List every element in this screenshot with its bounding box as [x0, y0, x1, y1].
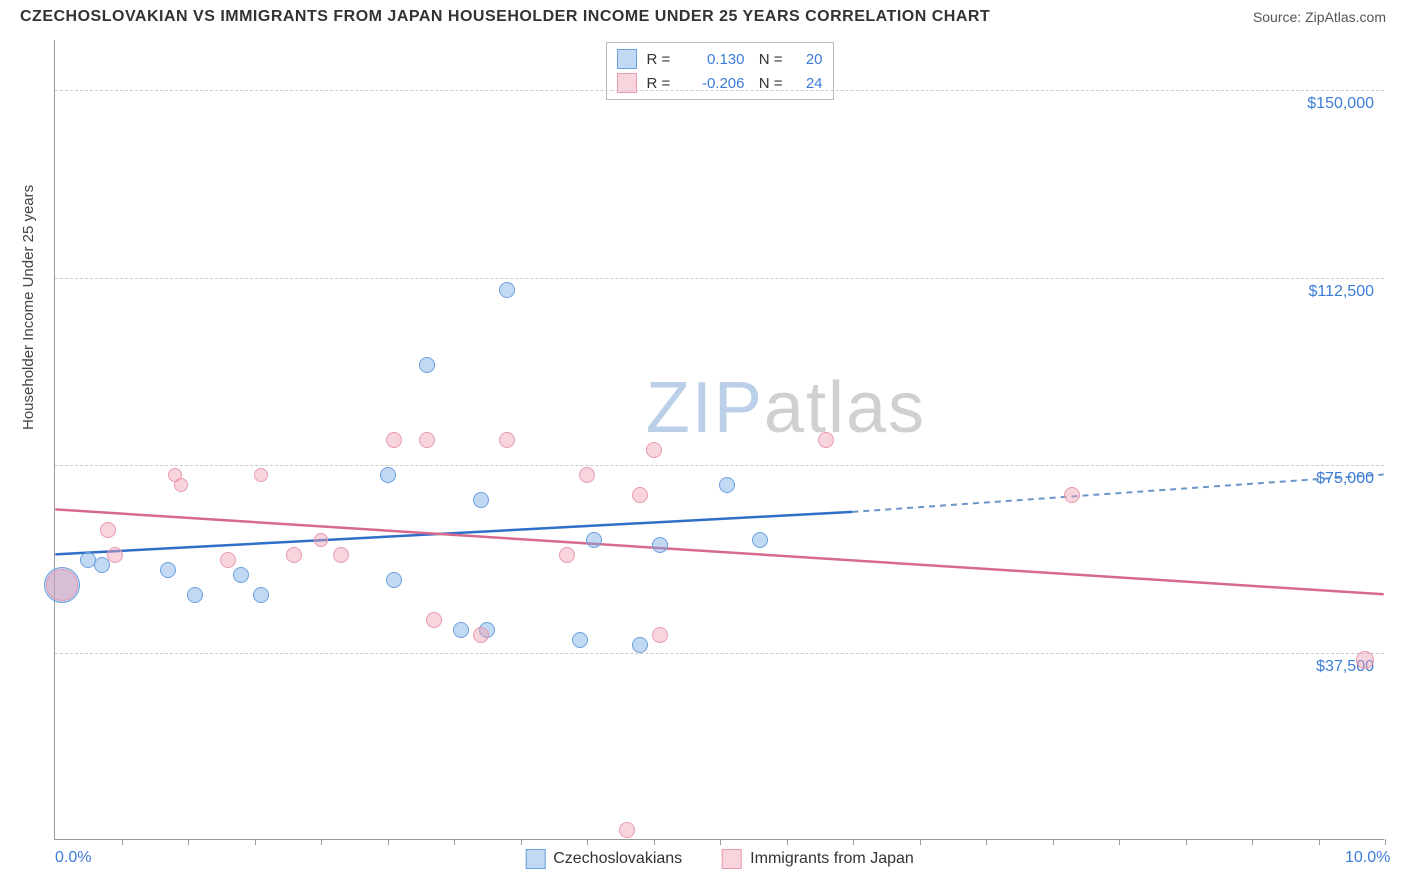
- data-point: [333, 547, 349, 563]
- x-tick: [321, 839, 322, 845]
- series-name: Czechoslovakians: [553, 850, 682, 868]
- data-point: [426, 612, 442, 628]
- x-tick: [122, 839, 123, 845]
- data-point: [286, 547, 302, 563]
- x-tick: [1252, 839, 1253, 845]
- gridline: [55, 653, 1384, 654]
- gridline: [55, 278, 1384, 279]
- r-label: R =: [647, 75, 675, 92]
- data-point: [160, 562, 176, 578]
- data-point: [499, 282, 515, 298]
- data-point: [254, 468, 268, 482]
- data-point: [652, 627, 668, 643]
- source-label: Source: ZipAtlas.com: [1253, 9, 1386, 25]
- data-point: [1356, 651, 1374, 669]
- trend-lines: [55, 40, 1384, 839]
- data-point: [1064, 487, 1080, 503]
- data-point: [253, 587, 269, 603]
- y-axis-label: Householder Income Under 25 years: [20, 185, 37, 430]
- correlation-legend: R = 0.130 N = 20 R = -0.206 N = 24: [606, 42, 834, 100]
- y-tick-label: $112,500: [1308, 283, 1374, 301]
- x-tick: [1053, 839, 1054, 845]
- n-value: 24: [793, 75, 823, 92]
- x-tick: [1319, 839, 1320, 845]
- data-point: [473, 627, 489, 643]
- x-tick: [255, 839, 256, 845]
- correlation-legend-row: R = -0.206 N = 24: [617, 71, 823, 95]
- data-point: [572, 632, 588, 648]
- x-tick-label: 10.0%: [1345, 849, 1390, 867]
- x-tick: [188, 839, 189, 845]
- data-point: [419, 432, 435, 448]
- correlation-legend-row: R = 0.130 N = 20: [617, 47, 823, 71]
- x-tick: [720, 839, 721, 845]
- data-point: [752, 532, 768, 548]
- data-point: [453, 622, 469, 638]
- r-value: 0.130: [685, 51, 745, 68]
- data-point: [380, 467, 396, 483]
- n-label: N =: [755, 75, 783, 92]
- x-tick: [388, 839, 389, 845]
- gridline: [55, 465, 1384, 466]
- legend-swatch: [617, 49, 637, 69]
- data-point: [419, 357, 435, 373]
- data-point: [94, 557, 110, 573]
- n-label: N =: [755, 51, 783, 68]
- x-tick: [587, 839, 588, 845]
- watermark-atlas: atlas: [764, 368, 926, 448]
- data-point: [314, 533, 328, 547]
- data-point: [619, 822, 635, 838]
- data-point: [652, 537, 668, 553]
- series-legend-item: Czechoslovakians: [525, 849, 682, 869]
- data-point: [818, 432, 834, 448]
- y-tick-label: $75,000: [1316, 470, 1374, 488]
- series-legend-item: Immigrants from Japan: [722, 849, 914, 869]
- data-point: [719, 477, 735, 493]
- x-tick: [1186, 839, 1187, 845]
- data-point: [233, 567, 249, 583]
- data-point: [100, 522, 116, 538]
- data-point: [174, 478, 188, 492]
- x-tick: [521, 839, 522, 845]
- chart-plot-area: ZIPatlas R =0.130N =20R =-0.206N =24 Cze…: [54, 40, 1384, 840]
- data-point: [632, 637, 648, 653]
- watermark: ZIPatlas: [646, 367, 926, 449]
- series-name: Immigrants from Japan: [750, 850, 914, 868]
- data-point: [559, 547, 575, 563]
- data-point: [386, 432, 402, 448]
- x-tick: [654, 839, 655, 845]
- legend-swatch: [722, 849, 742, 869]
- data-point: [220, 552, 236, 568]
- r-value: -0.206: [685, 75, 745, 92]
- x-tick: [454, 839, 455, 845]
- x-tick: [787, 839, 788, 845]
- x-tick: [986, 839, 987, 845]
- gridline: [55, 90, 1384, 91]
- data-point: [586, 532, 602, 548]
- data-point: [646, 442, 662, 458]
- series-legend: Czechoslovakians Immigrants from Japan: [525, 849, 914, 869]
- r-label: R =: [647, 51, 675, 68]
- x-tick: [1385, 839, 1386, 845]
- data-point: [579, 467, 595, 483]
- x-tick: [853, 839, 854, 845]
- data-point: [107, 547, 123, 563]
- data-point: [499, 432, 515, 448]
- data-point: [473, 492, 489, 508]
- data-point: [187, 587, 203, 603]
- x-tick: [920, 839, 921, 845]
- n-value: 20: [793, 51, 823, 68]
- legend-swatch: [525, 849, 545, 869]
- y-tick-label: $150,000: [1307, 95, 1374, 113]
- watermark-zip: ZIP: [646, 368, 764, 448]
- data-point: [46, 569, 78, 601]
- data-point: [386, 572, 402, 588]
- data-point: [632, 487, 648, 503]
- chart-title: CZECHOSLOVAKIAN VS IMMIGRANTS FROM JAPAN…: [20, 8, 990, 26]
- x-tick-label: 0.0%: [55, 849, 91, 867]
- x-tick: [1119, 839, 1120, 845]
